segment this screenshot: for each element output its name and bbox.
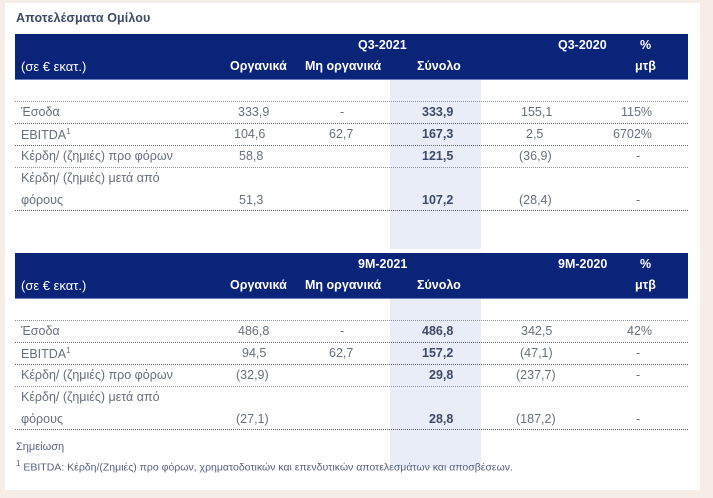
header-period-current: Q3-2021 (358, 38, 407, 52)
header-organic: Οργανικά (230, 59, 287, 73)
footnote-mark: 1 (16, 459, 21, 468)
header-yoy: μτβ (635, 59, 656, 73)
header-pct: % (640, 257, 652, 271)
table-header: 9M-2021 9M-2020 % (σε € εκατ.) Οργανικά … (15, 253, 688, 299)
table-row: Κέρδη/ (ζημιές) μετά από φόρους 51,3 107… (15, 168, 688, 211)
header-yoy: μτβ (635, 278, 656, 292)
table-row: Έσοδα 486,8 - 486,8 342,5 42% (15, 321, 688, 343)
table-row: Κέρδη/ (ζημιές) προ φόρων (32,9) 29,8 (2… (15, 365, 688, 387)
total-column-shade (390, 79, 481, 249)
header-period-current: 9M-2021 (358, 257, 408, 271)
q3-results-table: Q3-2021 Q3-2020 % (σε € εκατ.) Οργανικά … (15, 34, 688, 249)
results-card: Αποτελέσματα Ομίλου Q3-2021 Q3-2020 % (σ… (5, 3, 700, 490)
table-row: EBITDA1 104,6 62,7 167,3 2,5 6702% (15, 124, 688, 146)
table-header: Q3-2021 Q3-2020 % (σε € εκατ.) Οργανικά … (15, 34, 688, 80)
table-row: Έσοδα 333,9 - 333,9 155,1 115% (15, 102, 688, 124)
table-row: EBITDA1 94,5 62,7 157,2 (47,1) - (15, 343, 688, 365)
spacer-line (15, 299, 688, 321)
header-period-prior: Q3-2020 (558, 38, 607, 52)
table-row: Κέρδη/ (ζημιές) μετά από φόρους (27,1) 2… (15, 387, 688, 430)
note-heading: Σημείωση (16, 441, 65, 453)
footnote-text: EBITDA: Κέρδη/(Ζημιές) προ φόρων, χρηματ… (23, 461, 513, 474)
header-period-prior: 9M-2020 (558, 257, 608, 271)
header-nonorganic: Μη οργανικά (305, 278, 382, 292)
header-pct: % (640, 38, 652, 52)
header-total: Σύνολο (417, 278, 461, 292)
section-title: Αποτελέσματα Ομίλου (16, 11, 151, 25)
header-unit: (σε € εκατ.) (21, 59, 87, 74)
header-unit: (σε € εκατ.) (21, 278, 87, 293)
header-organic: Οργανικά (230, 278, 287, 292)
header-total: Σύνολο (417, 59, 461, 73)
9m-results-table: 9M-2021 9M-2020 % (σε € εκατ.) Οργανικά … (15, 253, 688, 468)
total-column-shade (390, 298, 481, 468)
header-nonorganic: Μη οργανικά (305, 59, 382, 73)
footnote: 1 EBITDA: Κέρδη/(Ζημιές) προ φόρων, χρημ… (16, 459, 513, 474)
spacer-line (15, 80, 688, 102)
table-row: Κέρδη/ (ζημιές) προ φόρων 58,8 121,5 (36… (15, 146, 688, 168)
